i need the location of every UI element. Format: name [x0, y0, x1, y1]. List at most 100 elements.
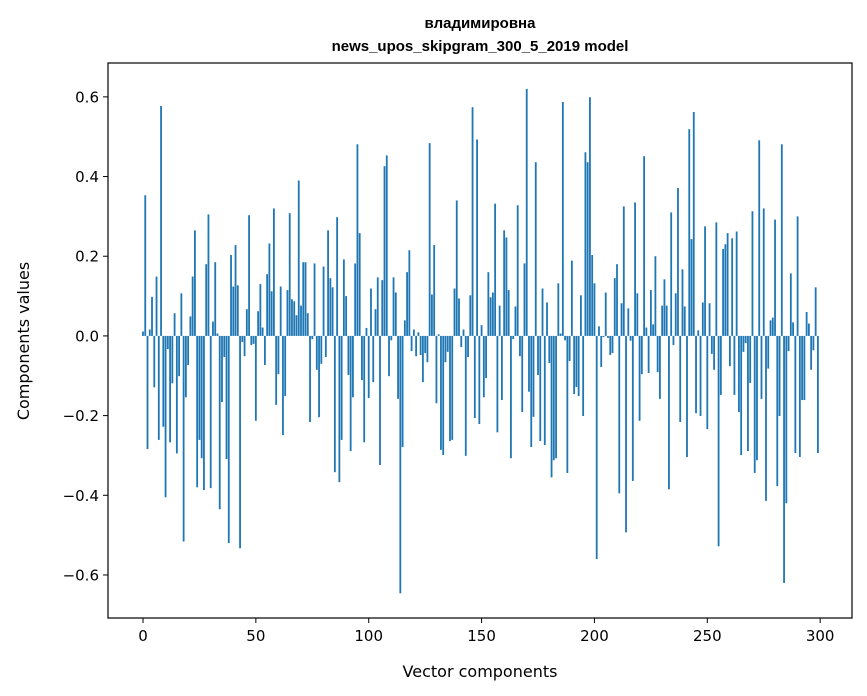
bar-component-239	[681, 269, 684, 336]
bar-component-91	[347, 335, 350, 375]
bar-component-93	[352, 335, 354, 398]
bar-component-257	[722, 249, 725, 336]
bar-component-141	[460, 335, 463, 348]
bar-component-186	[561, 102, 564, 336]
bar-component-125	[424, 335, 427, 354]
bar-component-3	[148, 329, 151, 336]
bar-component-195	[582, 335, 585, 416]
bar-component-60	[277, 335, 280, 375]
bar-component-145	[469, 295, 472, 336]
bar-component-146	[471, 107, 474, 336]
bar-component-42	[236, 285, 239, 336]
bar-component-92	[349, 335, 352, 452]
bar-component-250	[706, 335, 709, 430]
chart-title-line-1: владимировна	[425, 15, 537, 32]
y-tick-label: −0.6	[63, 566, 99, 584]
bar-component-201	[595, 335, 598, 560]
bar-component-297	[812, 335, 815, 351]
bar-component-277	[767, 335, 770, 369]
bar-component-127	[428, 143, 431, 336]
bar-component-147	[473, 335, 476, 418]
bar-component-232	[665, 305, 668, 336]
bar-component-61	[279, 286, 282, 336]
bar-component-173	[532, 335, 535, 417]
bar-component-50	[254, 335, 257, 421]
bar-component-45	[243, 335, 246, 357]
bar-component-196	[584, 152, 587, 336]
bar-component-168	[521, 335, 524, 413]
bar-component-72	[304, 262, 307, 336]
bar-component-170	[525, 88, 528, 336]
bar-component-53	[261, 327, 264, 336]
bar-component-278	[769, 320, 772, 336]
bar-component-14	[173, 313, 176, 336]
bar-component-229	[659, 335, 661, 399]
bar-component-223	[645, 327, 648, 336]
bar-component-183	[555, 335, 557, 459]
bar-component-293	[803, 335, 806, 401]
bar-component-267	[744, 335, 747, 344]
x-tick-label: 150	[467, 627, 496, 645]
bar-component-150	[480, 325, 483, 336]
bar-component-113	[397, 335, 399, 399]
bar-component-106	[381, 280, 384, 336]
bar-component-123	[419, 335, 422, 356]
bar-component-117	[406, 272, 408, 336]
bar-component-245	[695, 335, 697, 414]
bar-component-9	[162, 335, 165, 427]
bar-component-64	[286, 290, 289, 336]
y-tick-label: −0.2	[63, 407, 99, 425]
bar-component-115	[401, 335, 404, 448]
bar-component-249	[704, 226, 706, 336]
bar-component-185	[559, 333, 562, 336]
bar-component-23	[194, 230, 196, 336]
bar-component-264	[738, 335, 740, 413]
bar-component-6	[155, 276, 158, 336]
bar-component-164	[512, 335, 515, 340]
bar-component-199	[591, 255, 594, 336]
bar-component-288	[792, 322, 794, 336]
y-tick-label: 0.4	[75, 168, 99, 186]
bar-component-81	[324, 335, 327, 358]
x-tick-label: 200	[580, 627, 609, 645]
bar-component-188	[566, 335, 569, 473]
bar-component-67	[293, 301, 296, 336]
bar-component-138	[453, 288, 456, 336]
bar-component-20	[187, 335, 190, 365]
bar-component-279	[771, 317, 774, 336]
bar-component-98	[363, 335, 366, 443]
bar-component-187	[564, 335, 567, 341]
bar-component-77	[315, 335, 318, 370]
bar-component-70	[300, 305, 302, 336]
bar-component-260	[728, 335, 731, 367]
bar-component-136	[449, 335, 451, 442]
bar-component-158	[498, 305, 501, 336]
bar-component-172	[530, 335, 533, 448]
bar-component-19	[184, 335, 187, 398]
bar-component-103	[374, 309, 377, 336]
bar-component-256	[719, 335, 722, 395]
bar-component-270	[751, 211, 754, 336]
bar-component-56	[268, 243, 271, 336]
bar-component-10	[164, 335, 167, 498]
bar-component-21	[189, 316, 192, 336]
bar-component-134	[444, 335, 447, 363]
y-tick-label: 0.0	[75, 327, 99, 345]
bar-component-234	[670, 212, 673, 336]
bar-component-0	[142, 331, 144, 336]
bar-component-271	[753, 335, 756, 473]
bar-component-191	[573, 335, 576, 395]
bar-component-209	[613, 278, 616, 336]
bar-component-262	[733, 335, 736, 395]
bar-component-85	[333, 335, 336, 473]
bar-component-104	[376, 277, 379, 336]
bar-component-75	[311, 335, 314, 340]
bar-component-36	[223, 335, 226, 358]
bar-component-120	[412, 329, 415, 336]
bar-component-8	[160, 106, 162, 336]
x-tick-label: 50	[246, 627, 265, 645]
bar-component-268	[747, 335, 749, 452]
bar-component-25	[198, 335, 201, 440]
bars-group	[142, 88, 819, 594]
bar-component-126	[426, 335, 429, 363]
